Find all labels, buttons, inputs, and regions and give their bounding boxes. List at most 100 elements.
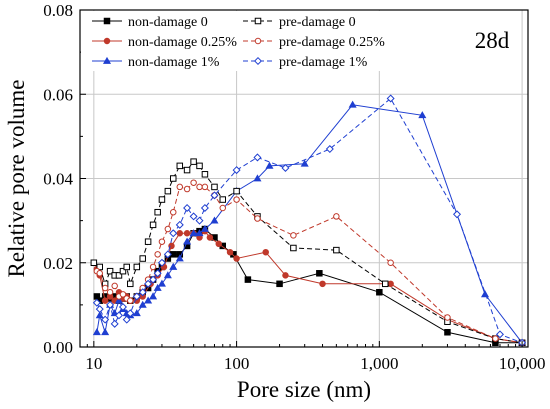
data-point-circle xyxy=(158,238,166,245)
data-point-square xyxy=(164,187,172,195)
legend-label: non-damage 0.25% xyxy=(128,35,237,50)
data-point-square xyxy=(190,158,197,165)
x-tick-label: 1,000 xyxy=(360,354,398,373)
data-point-square xyxy=(123,263,130,271)
data-point-diamond xyxy=(210,191,219,200)
data-point-circle xyxy=(215,240,223,248)
x-axis-label: Pore size (nm) xyxy=(237,377,371,402)
legend-label: non-damage 0 xyxy=(128,15,208,30)
y-axis-label: Relative pore volume xyxy=(4,80,29,278)
data-point-triangle xyxy=(175,254,184,262)
data-point-diamond xyxy=(200,203,209,212)
data-point-circle xyxy=(190,179,197,186)
series-pre-damage-1- xyxy=(92,94,527,347)
data-point-diamond xyxy=(122,315,131,324)
data-point-triangle xyxy=(95,311,104,319)
data-point-triangle xyxy=(144,296,153,304)
data-point-triangle xyxy=(169,262,178,270)
series-line xyxy=(96,182,523,344)
data-point-circle xyxy=(333,213,340,220)
data-point-circle xyxy=(169,208,177,216)
data-point-triangle xyxy=(149,292,158,300)
data-point-triangle xyxy=(102,56,112,64)
data-point-square xyxy=(144,238,152,245)
data-point-square xyxy=(201,171,209,178)
data-point-circle xyxy=(119,291,127,298)
data-point-square xyxy=(376,288,383,296)
data-point-diamond xyxy=(452,210,462,219)
data-point-circle xyxy=(164,225,172,233)
series-line xyxy=(96,230,523,344)
legend: non-damage 0 non-damage 0.25% non-damage 1… xyxy=(81,11,401,71)
data-point-diamond xyxy=(138,288,147,297)
y-tick-label: 0.06 xyxy=(43,85,73,104)
data-point-square xyxy=(290,244,297,252)
legend-label: pre-damage 0 xyxy=(279,15,356,30)
data-point-triangle xyxy=(132,309,141,317)
y-tick-label: 0.02 xyxy=(43,254,73,273)
data-point-circle xyxy=(254,215,261,222)
data-point-diamond xyxy=(253,56,263,66)
y-tick-label: 0.04 xyxy=(43,170,73,189)
data-point-circle xyxy=(282,272,289,279)
data-point-circle xyxy=(254,37,262,45)
data-point-circle xyxy=(290,232,297,239)
data-point-circle xyxy=(233,196,240,203)
data-point-square xyxy=(333,246,340,254)
legend-item: pre-damage 0.25% xyxy=(243,35,385,50)
legend-item: non-damage 0 xyxy=(92,15,208,30)
legend-label: non-damage 1% xyxy=(128,55,220,70)
legend-item: pre-damage 0 xyxy=(243,15,356,30)
data-point-diamond xyxy=(281,163,290,172)
data-point-triangle xyxy=(114,296,123,304)
data-point-triangle xyxy=(183,237,192,245)
data-point-square xyxy=(244,276,252,283)
data-point-square xyxy=(139,255,146,262)
legend-label: pre-damage 1% xyxy=(279,55,368,70)
data-point-diamond xyxy=(325,145,334,154)
data-point-square xyxy=(169,175,177,182)
data-point-circle xyxy=(106,288,114,296)
data-point-diamond xyxy=(110,319,119,328)
data-point-circle xyxy=(103,37,111,45)
data-point-triangle xyxy=(200,224,209,232)
data-point-diamond xyxy=(118,302,127,311)
data-point-diamond xyxy=(386,94,395,103)
data-point-circle xyxy=(262,248,269,256)
data-point-circle xyxy=(96,270,103,277)
data-point-circle xyxy=(319,280,326,288)
data-point-square xyxy=(90,259,98,266)
data-point-square xyxy=(119,267,127,275)
data-point-square xyxy=(219,196,227,203)
data-point-diamond xyxy=(175,220,184,229)
data-point-circle xyxy=(444,314,451,321)
data-point-square xyxy=(276,280,283,288)
data-point-diamond xyxy=(232,166,241,175)
data-point-square xyxy=(154,208,161,216)
data-point-diamond xyxy=(169,229,178,238)
data-point-square xyxy=(115,272,123,279)
data-point-square xyxy=(127,280,134,288)
data-point-circle xyxy=(149,263,157,271)
data-point-triangle xyxy=(265,161,274,169)
data-point-triangle xyxy=(348,100,357,108)
data-point-diamond xyxy=(132,292,141,301)
age-annotation: 28d xyxy=(475,28,510,53)
data-point-diamond xyxy=(195,216,204,225)
x-tick-label: 10 xyxy=(85,354,102,373)
data-point-circle xyxy=(176,183,184,191)
data-point-square xyxy=(196,162,203,170)
data-point-diamond xyxy=(189,212,198,221)
data-point-square xyxy=(211,183,218,191)
data-point-square xyxy=(381,280,389,288)
data-point-triangle xyxy=(92,328,101,336)
data-point-triangle xyxy=(157,279,166,287)
legend-item: non-damage 0.25% xyxy=(92,35,237,50)
data-point-diamond xyxy=(106,300,115,309)
data-point-circle xyxy=(201,183,209,191)
data-point-circle xyxy=(233,255,240,262)
data-point-diamond xyxy=(253,153,262,162)
data-point-diamond xyxy=(157,258,166,267)
data-point-diamond xyxy=(163,250,172,259)
